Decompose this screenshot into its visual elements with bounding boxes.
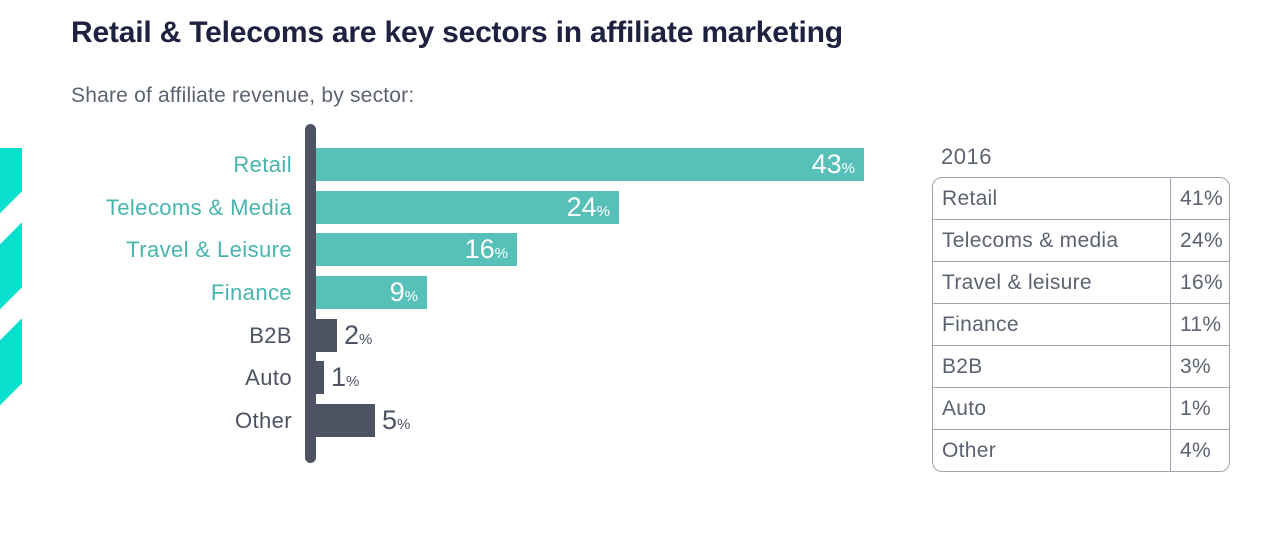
bar-value: 9%: [390, 276, 418, 313]
table-row: Travel & leisure 16%: [933, 261, 1229, 303]
table-cell-label: B2B: [933, 346, 1171, 387]
table-row: Telecoms & media 24%: [933, 219, 1229, 261]
table-cell-label: Travel & leisure: [933, 262, 1171, 303]
bar-chart: Retail 43% Telecoms & Media 24% Travel & Lei…: [105, 124, 864, 463]
bar-value-unit: %: [359, 331, 373, 348]
bar: [311, 404, 375, 437]
table-cell-label: Auto: [933, 388, 1171, 429]
table-cell-value: 16%: [1180, 270, 1223, 294]
bar-value: 24%: [567, 191, 610, 228]
table-cell-label: Other: [933, 430, 1171, 471]
bar: 24%: [311, 191, 619, 224]
bar-value-unit: %: [397, 416, 411, 433]
bar-value-number: 24: [566, 192, 597, 222]
bar-value-unit: %: [841, 160, 855, 177]
accent-stripes-decoration: [0, 148, 22, 406]
category-label: Finance: [210, 280, 292, 305]
page-title: Retail & Telecoms are key sectors in aff…: [71, 16, 843, 49]
table-row: Finance 11%: [933, 303, 1229, 345]
bar-value: 43%: [812, 148, 855, 185]
bar-value-unit: %: [404, 288, 418, 305]
bar-value-number: 9: [389, 277, 405, 307]
bar-value: 5%: [382, 404, 410, 437]
table-row: B2B 3%: [933, 345, 1229, 387]
table-cell-value: 11%: [1180, 312, 1222, 336]
bar: 16%: [311, 233, 517, 266]
bar: 43%: [311, 148, 864, 181]
data-table-2016: Retail 41% Telecoms & media 24% Travel & lei…: [932, 177, 1230, 472]
category-label: Travel & Leisure: [126, 237, 292, 262]
table-cell-value: 1%: [1180, 396, 1211, 420]
bar-value-unit: %: [494, 245, 508, 262]
table-cell-label: Finance: [933, 304, 1171, 345]
category-label: Auto: [245, 365, 292, 390]
bar-value-number: 1: [331, 362, 347, 392]
table-cell-value: 4%: [1180, 438, 1211, 462]
table-cell-value: 3%: [1180, 354, 1211, 378]
chart-subtitle: Share of affiliate revenue, by sector:: [71, 84, 415, 107]
table-row: Other 4%: [933, 429, 1229, 471]
bar-value-unit: %: [596, 203, 610, 220]
table-year-header: 2016: [941, 144, 992, 169]
table-cell-label: Telecoms & media: [933, 220, 1171, 261]
category-label: Telecoms & Media: [105, 195, 292, 220]
table-cell-value: 24%: [1180, 228, 1223, 252]
table-row: Auto 1%: [933, 387, 1229, 429]
table-cell-value: 41%: [1180, 186, 1223, 210]
chart-axis: [305, 124, 316, 463]
bar-value: 2%: [344, 319, 372, 352]
bar: 9%: [311, 276, 427, 309]
bar-value-unit: %: [346, 373, 360, 390]
table-row: Retail 41%: [933, 178, 1229, 219]
bar-value-number: 16: [464, 234, 495, 264]
category-label: B2B: [249, 323, 292, 348]
category-label: Retail: [233, 152, 292, 177]
bar-value: 1%: [331, 361, 359, 394]
bar-value: 16%: [465, 233, 508, 270]
bar-value-number: 43: [811, 149, 842, 179]
table-cell-label: Retail: [933, 178, 1171, 219]
bar-value-number: 5: [382, 405, 398, 435]
bar-value-number: 2: [344, 320, 360, 350]
category-label: Other: [234, 408, 292, 433]
